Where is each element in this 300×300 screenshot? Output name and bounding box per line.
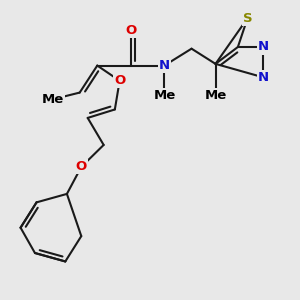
Text: N: N xyxy=(159,59,170,72)
Text: O: O xyxy=(125,24,136,37)
Text: Me: Me xyxy=(41,93,64,106)
Text: O: O xyxy=(76,160,87,173)
Text: O: O xyxy=(114,74,125,87)
Text: Me: Me xyxy=(204,89,226,103)
Text: N: N xyxy=(258,71,269,84)
Text: Me: Me xyxy=(153,89,176,103)
Text: S: S xyxy=(243,12,252,25)
Text: N: N xyxy=(258,40,269,53)
